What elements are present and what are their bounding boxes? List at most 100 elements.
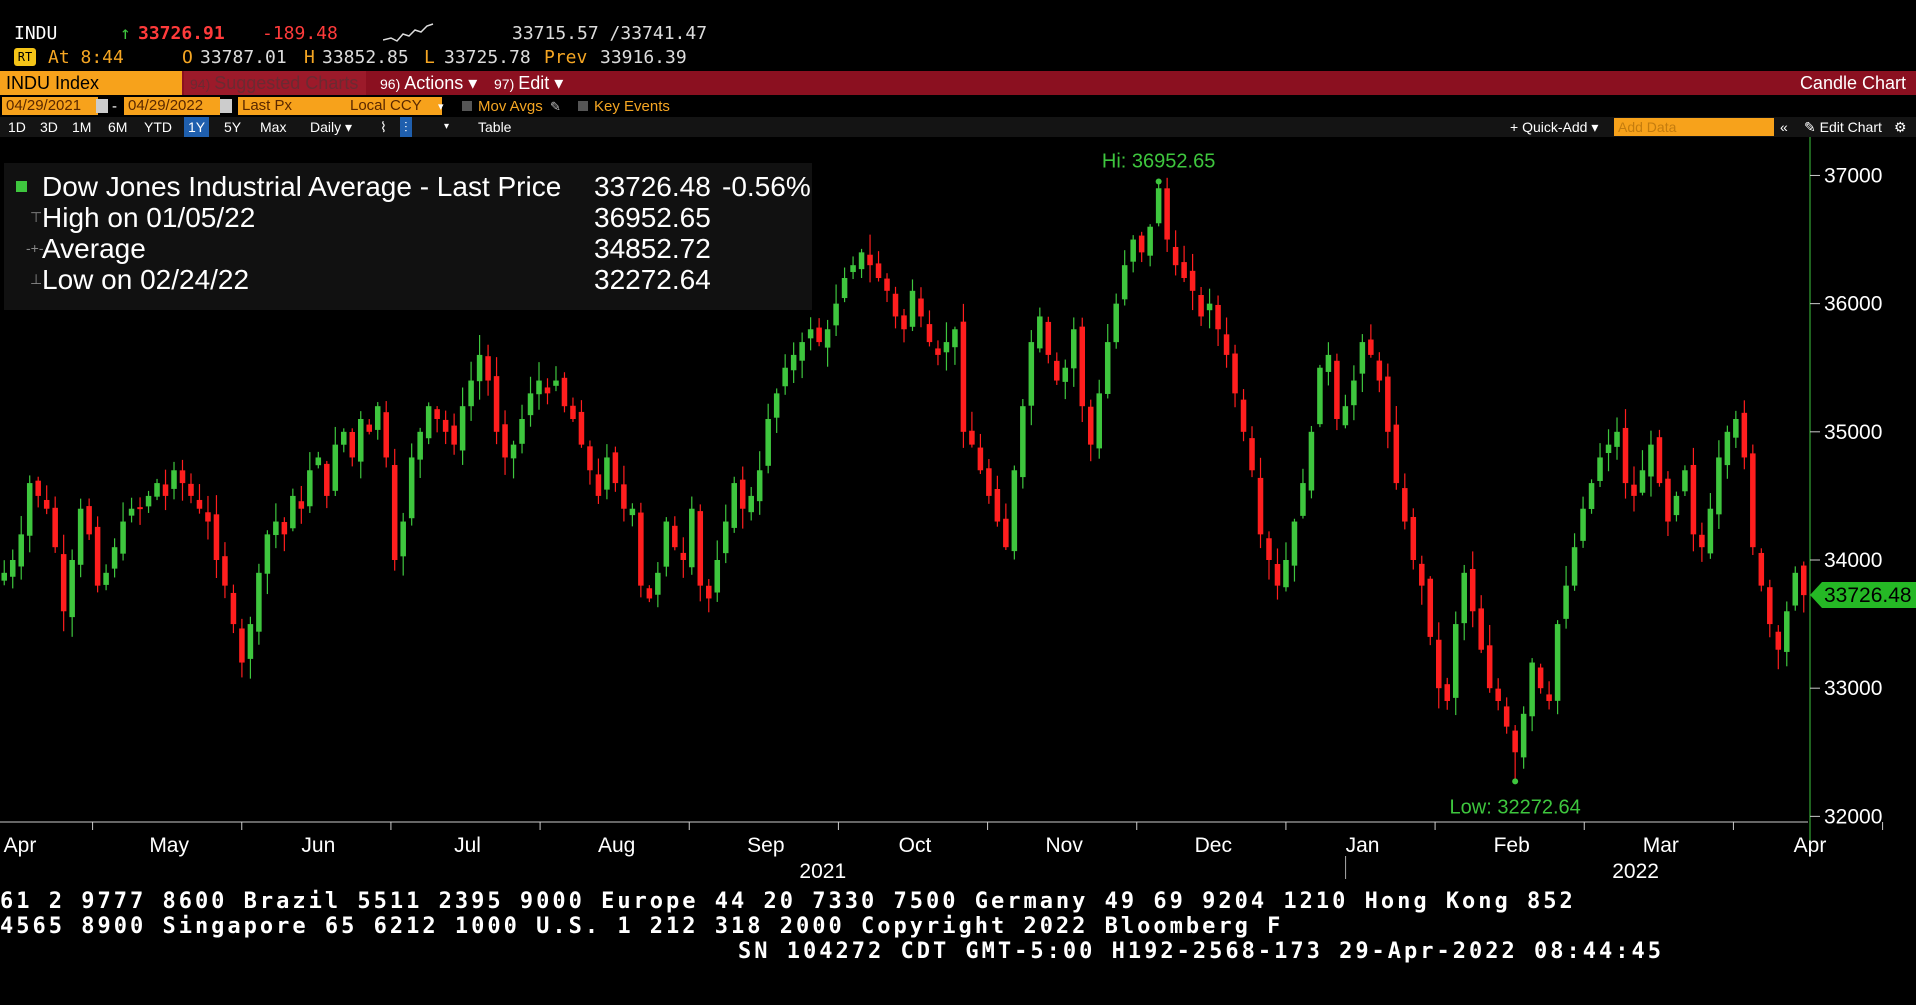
candle-body	[935, 348, 941, 355]
pencil-icon[interactable]: ✎	[550, 99, 561, 114]
candle-body	[773, 393, 780, 418]
candle-body	[1767, 587, 1773, 625]
candle-body	[1410, 516, 1417, 560]
candle-body	[154, 483, 160, 497]
candle-body	[1520, 713, 1527, 758]
period-button-ytd[interactable]: YTD	[144, 119, 172, 135]
period-button-1m[interactable]: 1M	[72, 119, 92, 135]
menu-bar: INDU Index 94) Suggested Charts 96) Action…	[0, 71, 1916, 95]
candle-body	[1716, 457, 1722, 515]
candle-body	[307, 470, 313, 507]
candle-body	[756, 470, 763, 502]
candle-body	[1597, 457, 1603, 481]
candle-body	[1758, 552, 1765, 586]
mov-avgs-checkbox[interactable]	[462, 101, 472, 111]
candle-body	[9, 560, 16, 577]
candle-body	[952, 329, 958, 348]
candle-body	[553, 380, 559, 386]
period-button-5y[interactable]: 5Y	[224, 119, 242, 135]
edit-button[interactable]: 97) Edit ▾	[488, 71, 569, 95]
footer-line-2: 4565 8900 Singapore 65 6212 1000 U.S. 1 …	[0, 914, 1284, 939]
candle-body	[442, 419, 449, 432]
edit-label: Edit ▾	[518, 73, 564, 93]
chevron-down-icon[interactable]: ▾	[438, 101, 444, 113]
security-field[interactable]: INDU Index	[0, 71, 182, 95]
edit-chart-button[interactable]: ✎ Edit Chart	[1800, 117, 1886, 137]
candle-body	[1452, 624, 1459, 698]
candle-body	[1291, 521, 1298, 566]
candle-body	[816, 327, 822, 343]
y-tick-label: 33000	[1824, 677, 1882, 700]
candle-body	[1087, 406, 1094, 445]
candle-body	[374, 406, 381, 430]
period-button-1d[interactable]: 1D	[8, 119, 26, 135]
x-tick-label: May	[149, 834, 189, 857]
legend-tick-icon: -+-	[26, 240, 44, 256]
candle-chart-icon[interactable]: ⫶	[400, 117, 412, 137]
currency-select[interactable]: Local CCY	[346, 97, 442, 115]
y-tick-label: 36000	[1824, 293, 1882, 316]
candle-body	[1427, 578, 1434, 637]
candle-body	[1351, 380, 1357, 406]
extreme-marks: Hi: 36952.65 Low: 32272.64	[1102, 151, 1581, 819]
calendar-icon[interactable]	[220, 99, 232, 113]
candle-body	[60, 554, 67, 612]
collapse-icon[interactable]: «	[1780, 119, 1788, 135]
candle-body	[1181, 262, 1187, 278]
quick-add-button[interactable]: + Quick-Add ▾	[1510, 119, 1599, 135]
actions-button[interactable]: 96) Actions ▾	[374, 71, 483, 95]
candle-body	[1071, 329, 1077, 369]
candle-body	[1614, 431, 1620, 447]
footer-line-1: 61 2 9777 8600 Brazil 5511 2395 9000 Eur…	[0, 889, 1576, 914]
calendar-icon[interactable]	[96, 99, 108, 113]
y-tick-label: 37000	[1824, 164, 1882, 187]
candle-body	[1444, 684, 1451, 701]
candle-body	[604, 457, 610, 490]
y-tick-label: 35000	[1824, 421, 1882, 444]
candle-body	[179, 470, 186, 484]
candle-body	[145, 495, 152, 507]
candle-body	[493, 376, 500, 432]
candle-body	[69, 560, 75, 618]
candle-body	[1368, 339, 1374, 355]
last-price-marker	[1810, 582, 1916, 609]
actions-label: Actions ▾	[404, 73, 478, 93]
x-tick-label: Oct	[899, 834, 932, 857]
candle-body	[324, 463, 330, 496]
prev-value: 33916.39	[600, 47, 687, 68]
candle-body	[655, 572, 661, 595]
candle-body	[1215, 304, 1221, 330]
key-events-checkbox[interactable]	[578, 101, 588, 111]
candle-body	[400, 521, 406, 557]
frequency-select[interactable]: Daily ▾	[310, 119, 353, 135]
sparkline-icon	[383, 23, 434, 42]
period-button-3d[interactable]: 3D	[40, 119, 58, 135]
candle-body	[697, 511, 704, 586]
x-tick-label: Apr	[4, 834, 37, 857]
candle-chart[interactable]: 32000 33000 34000 35000 36000 37000 33726.48 A…	[0, 137, 1916, 879]
add-data-input[interactable]: Add Data	[1614, 118, 1774, 136]
period-button-max[interactable]: Max	[260, 119, 287, 135]
line-chart-icon[interactable]: ⌇	[380, 119, 387, 135]
candle-body	[672, 525, 678, 548]
candle-body	[510, 444, 517, 459]
legend-bullet-icon	[16, 181, 27, 192]
candle-body	[35, 480, 41, 496]
gear-icon[interactable]: ⚙	[1894, 119, 1907, 135]
candle-body	[1011, 470, 1018, 552]
period-button-1y[interactable]: 1Y	[184, 117, 210, 137]
candle-body	[1486, 645, 1493, 689]
candle-body	[1419, 563, 1425, 586]
chevron-down-icon[interactable]: ▾	[444, 121, 450, 132]
candle-body	[943, 342, 950, 353]
end-date-field[interactable]: 04/29/2022	[124, 97, 220, 115]
start-date-field[interactable]: 04/29/2021	[2, 97, 98, 115]
period-button-6m[interactable]: 6M	[108, 119, 128, 135]
last-price-label: 33726.48	[1824, 584, 1912, 607]
table-button[interactable]: Table	[478, 119, 512, 135]
suggested-charts-button[interactable]: 94) Suggested Charts	[184, 71, 366, 95]
legend-tick-icon: ⊥	[30, 271, 43, 287]
candle-body	[858, 252, 865, 270]
candle-body	[1631, 484, 1637, 496]
field-select[interactable]: Last Px	[238, 97, 346, 115]
